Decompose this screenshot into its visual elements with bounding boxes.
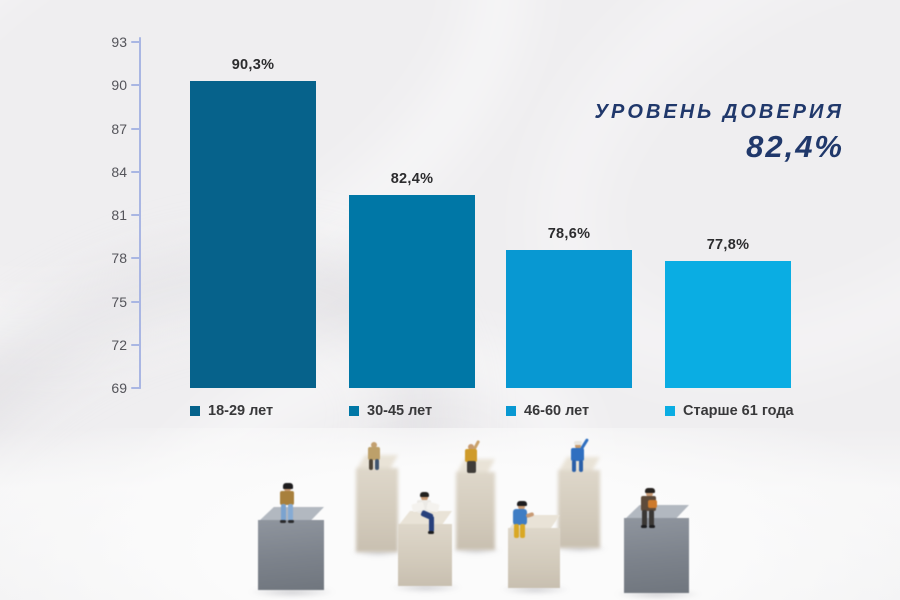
wooden-cube	[508, 515, 560, 588]
y-axis-tick-label: 84	[111, 163, 127, 180]
bar-value-label-3: 78,6%	[547, 225, 591, 242]
legend-swatch-2	[349, 406, 359, 416]
legend-label-3: 46-60 лет	[524, 403, 590, 419]
figurine-on-column	[460, 439, 484, 474]
cube-face	[624, 518, 689, 593]
y-axis-tick	[131, 387, 141, 389]
y-axis-tick-label: 87	[111, 120, 127, 137]
legend-label-4: Старше 61 года	[683, 403, 794, 419]
column-face	[456, 472, 495, 550]
cube-face	[398, 524, 452, 586]
wooden-column	[356, 455, 398, 552]
bar-4	[665, 261, 791, 388]
wooden-cube	[398, 511, 452, 586]
y-axis-tick-label: 78	[111, 250, 127, 267]
y-axis-tick	[131, 170, 141, 173]
column-face	[356, 468, 398, 552]
cube-face	[508, 528, 560, 588]
trust-level-value: 82,4%	[746, 129, 844, 164]
cube-face	[258, 520, 324, 590]
legend-label-2: 30-45 лет	[367, 403, 433, 419]
figurines-photo	[0, 428, 900, 600]
y-axis-tick	[131, 343, 141, 346]
legend-swatch-1	[190, 406, 200, 416]
column-face	[558, 470, 600, 548]
gray-cube	[624, 505, 689, 593]
y-axis-tick	[131, 127, 141, 130]
y-axis-tick-label: 75	[111, 293, 127, 310]
y-axis-tick	[131, 257, 141, 260]
y-axis-tick-label: 72	[111, 336, 127, 353]
block-shadow	[500, 584, 570, 595]
bar-3	[506, 249, 632, 388]
y-axis-tick	[131, 41, 141, 43]
block-shadow	[350, 548, 406, 557]
cube-top	[624, 505, 689, 520]
bar-value-label-1: 90,3%	[231, 56, 275, 73]
y-axis-tick	[131, 214, 141, 216]
y-axis-tick-label: 90	[111, 77, 127, 94]
figurine-on-column	[362, 442, 386, 474]
legend-item-3: 46-60 лет	[506, 402, 589, 420]
legend-swatch-3	[506, 406, 516, 416]
bar-value-label-2: 82,4%	[390, 170, 434, 187]
figurine-man-reading-newspaper	[408, 492, 442, 536]
figurine-woman-gray-cube	[276, 483, 300, 533]
y-axis-tick-label: 93	[111, 34, 127, 50]
bar-value-label-4: 77,8%	[706, 237, 750, 254]
legend-item-1: 18-29 лет	[190, 402, 273, 420]
block-shadow	[552, 544, 608, 553]
bar-2	[349, 194, 475, 388]
y-axis-line	[139, 37, 141, 389]
legend-swatch-4	[665, 406, 675, 416]
legend-label-1: 18-29 лет	[208, 403, 274, 419]
figurine-on-column	[566, 438, 592, 474]
chart-title: УРОВЕНЬ ДОВЕРИЯ	[594, 101, 844, 123]
figurine-woman-blue-dress	[508, 501, 535, 551]
title-block: УРОВЕНЬ ДОВЕРИЯ 82,4%	[595, 100, 844, 164]
legend-item-4: Старше 61 года	[665, 402, 794, 420]
y-axis-tick-label: 69	[111, 380, 127, 396]
cube-top	[398, 511, 452, 526]
y-axis-tick-label: 81	[111, 207, 127, 223]
block-shadow	[450, 546, 502, 555]
block-shadow	[390, 582, 462, 593]
y-axis-tick	[131, 300, 141, 303]
bar-1	[190, 80, 316, 388]
figurine-man-orange-book	[636, 488, 664, 540]
legend-item-2: 30-45 лет	[349, 402, 432, 420]
y-axis-tick	[131, 84, 141, 87]
